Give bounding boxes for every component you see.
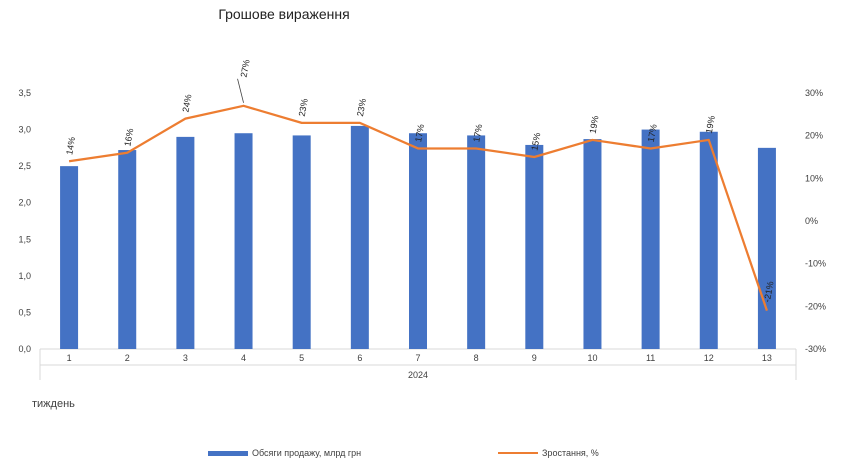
bar xyxy=(757,147,776,349)
x-tick-label: 2 xyxy=(125,353,130,363)
x-tick-label: 6 xyxy=(357,353,362,363)
growth-line xyxy=(68,104,768,311)
bar xyxy=(409,133,427,349)
x-tick-label: 1 xyxy=(67,353,72,363)
data-label: 24% xyxy=(181,93,194,112)
legend-line-label: Зростання, % xyxy=(542,448,599,458)
data-label: 17% xyxy=(646,123,659,142)
y-left-tick-label: 3,0 xyxy=(18,125,31,135)
y-left-tick-label: 1,0 xyxy=(18,271,31,281)
data-label: 15% xyxy=(529,132,542,151)
y-left-tick-label: 3,5 xyxy=(18,88,31,98)
bar xyxy=(467,135,486,349)
legend-item-bars: Обсяги продажу, млрд грн xyxy=(208,448,361,458)
bar xyxy=(60,166,79,349)
x-tick-label: 9 xyxy=(532,353,537,363)
x-tick-label: 11 xyxy=(646,353,655,363)
x-axis-label: 2024 xyxy=(408,370,428,380)
bar xyxy=(118,150,137,349)
x-tick-label: 12 xyxy=(704,353,714,363)
bar xyxy=(583,139,602,349)
bar xyxy=(350,125,369,350)
y-right-tick-label: -10% xyxy=(805,259,826,269)
legend-bar-swatch xyxy=(208,450,248,456)
y-left-tick-label: 1,5 xyxy=(18,234,31,244)
legend-line-swatch xyxy=(498,452,538,454)
data-label: -21% xyxy=(762,281,775,303)
data-label: 17% xyxy=(471,123,484,142)
x-tick-label: 13 xyxy=(762,353,772,363)
legend-bar-label: Обсяги продажу, млрд грн xyxy=(252,448,362,458)
category-axis-caption: тиждень xyxy=(32,398,75,410)
y-right-tick-label: 30% xyxy=(805,88,823,98)
bar xyxy=(292,135,311,349)
x-tick-label: 5 xyxy=(299,353,304,363)
data-label: 27% xyxy=(239,59,252,78)
bar xyxy=(641,129,660,349)
bar xyxy=(234,133,253,349)
x-tick-label: 7 xyxy=(415,353,420,363)
data-label: 16% xyxy=(122,128,135,147)
chart-title: Грошове вираження xyxy=(218,6,349,22)
data-label: 19% xyxy=(588,115,601,134)
y-right-tick-label: -20% xyxy=(805,301,826,311)
data-label-leader xyxy=(237,78,244,103)
legend-item-line: Зростання, % xyxy=(498,448,599,458)
x-tick-label: 3 xyxy=(183,353,188,363)
data-label: 23% xyxy=(355,98,368,117)
y-left-tick-label: 0,0 xyxy=(18,344,31,354)
y-right-tick-label: 0% xyxy=(805,216,818,226)
data-label: 19% xyxy=(704,115,717,134)
data-label: 17% xyxy=(413,123,426,142)
y-left-tick-label: 0,5 xyxy=(18,307,31,317)
data-label: 23% xyxy=(297,98,310,117)
x-tick-label: 8 xyxy=(474,353,479,363)
y-right-tick-label: 20% xyxy=(805,131,823,141)
y-right-tick-label: 10% xyxy=(805,173,823,183)
x-tick-label: 4 xyxy=(241,353,246,363)
y-left-tick-label: 2,5 xyxy=(18,161,31,171)
x-tick-label: 10 xyxy=(587,353,597,363)
bar xyxy=(699,131,718,349)
plot-area: 0,0 0,5 1,0 1,5 2,0 2,5 3,0 3,5 -30% -20% -10% 0% 10… xyxy=(18,59,826,380)
y-right-tick-label: -30% xyxy=(805,344,826,354)
data-label: 14% xyxy=(64,136,77,155)
y-left-tick-label: 2,0 xyxy=(18,198,31,208)
bar xyxy=(525,144,544,349)
bar xyxy=(176,136,195,349)
